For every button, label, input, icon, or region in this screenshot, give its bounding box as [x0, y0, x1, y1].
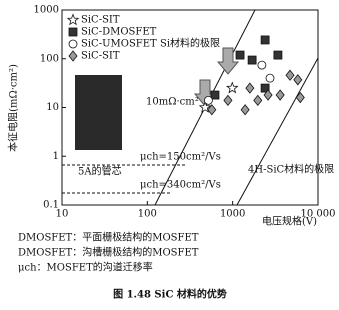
point	[260, 35, 270, 45]
legend-label: SiC-SIT	[81, 51, 120, 62]
annotation: 5A的管芯	[78, 165, 122, 178]
point	[275, 89, 285, 101]
point	[273, 50, 283, 60]
caption: 图 1.48 SiC 材料的优势	[113, 288, 227, 301]
legend-marker	[68, 39, 78, 49]
point	[293, 74, 303, 86]
y-axis-label: 本征电阻(mΩ·cm²)	[7, 64, 20, 152]
point	[263, 89, 273, 101]
legend-marker	[68, 50, 78, 62]
point	[265, 73, 275, 83]
annotation: Si材料的极限	[160, 37, 220, 50]
note: DMOSFET：沟槽栅极结构的MOSFET	[18, 246, 199, 259]
legend-label: SiC-SIT	[81, 15, 120, 26]
x-tick-label: 1000	[220, 209, 245, 220]
chip-image	[75, 75, 122, 150]
x-tick-label: 10	[56, 209, 69, 220]
x-tick-label: 100	[138, 209, 157, 220]
point	[223, 94, 233, 107]
point	[295, 91, 305, 104]
point	[210, 90, 220, 100]
annotation: 10mΩ·cm²	[146, 97, 199, 108]
point	[198, 100, 212, 113]
arrow	[216, 47, 240, 75]
y-tick-label: 10	[46, 102, 59, 113]
point	[253, 94, 263, 107]
point	[226, 81, 239, 94]
point	[257, 60, 267, 70]
legend	[65, 13, 150, 65]
legend-label: SiC-DMOSFET	[81, 27, 157, 38]
note: DMOSFET：平面栅极结构的MOSFET	[18, 231, 199, 244]
sic-limit-line	[236, 57, 319, 206]
point	[245, 82, 255, 94]
point	[240, 104, 250, 116]
y-tick-label: 1000	[34, 5, 59, 16]
point	[285, 69, 295, 81]
y-tick-label: 0.1	[43, 200, 59, 211]
legend-label: SiC-UMOSFET	[81, 39, 157, 50]
point	[235, 50, 245, 60]
y-tick-label: 100	[40, 53, 59, 64]
point	[204, 95, 213, 105]
legend-marker	[66, 13, 80, 26]
x-axis-label: 电压规格(V)	[262, 215, 317, 228]
x-tick-label: 10 000	[301, 209, 336, 220]
point	[260, 83, 270, 93]
note: μch：MOSFET的沟道迁移率	[18, 261, 153, 274]
annotation: μch=340cm²/Vs	[140, 180, 221, 191]
y-tick-label: 1	[53, 151, 59, 162]
point	[207, 104, 217, 116]
point	[247, 55, 257, 65]
annotation: 4H-SiC材料的极限	[248, 163, 334, 176]
annotation: μch=150cm²/Vs	[140, 152, 221, 163]
legend-marker	[68, 27, 78, 37]
